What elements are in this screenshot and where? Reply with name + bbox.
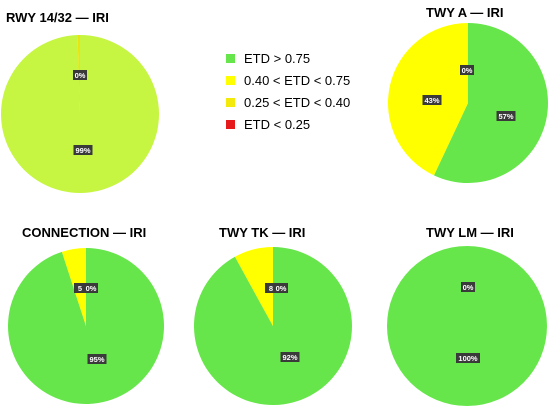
legend-swatch — [226, 53, 235, 63]
data-label-box — [460, 65, 474, 75]
data-label: 57% — [498, 112, 513, 121]
legend: ETD > 0.75 0.40 < ETD < 0.75 0.25 < ETD … — [226, 47, 350, 135]
pie-slice — [61, 248, 86, 326]
data-label: 8 — [269, 284, 273, 293]
data-label: 43% — [424, 96, 439, 105]
data-label: 95% — [89, 355, 104, 364]
chart-title-rwy-14-32: RWY 14/32 — IRI — [6, 10, 109, 25]
data-label: 5 — [78, 284, 82, 293]
data-label-box — [280, 352, 300, 362]
data-label: 100% — [458, 354, 478, 363]
pie-chart: 99% 0% — [1, 35, 160, 193]
data-label: 0% — [463, 283, 474, 292]
data-label-box — [422, 95, 442, 105]
pie-chart: 57% 43% 0% — [387, 23, 548, 183]
data-label-box — [74, 283, 86, 293]
data-label: 92% — [282, 353, 297, 362]
data-label: 0% — [462, 66, 473, 75]
data-label-box — [265, 283, 277, 293]
data-label: 0% — [86, 284, 97, 293]
chart-title-twy-lm: TWY LM — IRI — [426, 225, 514, 240]
legend-swatch — [226, 97, 235, 107]
pie-slice — [433, 23, 548, 183]
data-label: 99% — [75, 146, 90, 155]
data-label-box — [496, 111, 516, 121]
data-label: 0% — [276, 284, 287, 293]
legend-item: ETD < 0.25 — [226, 113, 350, 135]
legend-label: 0.25 < ETD < 0.40 — [244, 94, 351, 110]
data-label-box — [73, 70, 87, 80]
legend-swatch — [226, 75, 235, 85]
chart-title-connection: CONNECTION — IRI — [22, 225, 147, 240]
pie-chart: 100% 0% — [387, 246, 547, 406]
legend-item: ETD > 0.75 — [226, 47, 350, 69]
legend-label: ETD < 0.25 — [244, 116, 311, 132]
legend-label: ETD > 0.75 — [244, 50, 311, 66]
data-label-box — [73, 145, 93, 155]
pie-slice — [1, 35, 160, 193]
legend-item: 0.25 < ETD < 0.40 — [226, 91, 350, 113]
pie-slice — [8, 248, 165, 404]
pie-slice — [234, 247, 273, 326]
data-label-box — [274, 283, 288, 293]
pie-chart: 92% 8 0% — [193, 247, 353, 405]
pie-slice — [387, 246, 547, 406]
data-label-box — [461, 282, 475, 292]
data-label: 0% — [75, 71, 86, 80]
legend-item: 0.40 < ETD < 0.75 — [226, 69, 350, 91]
pie-chart: 95% 5 0% — [8, 248, 165, 404]
data-label-box — [87, 354, 107, 364]
chart-title-twy-a: TWY A — IRI — [426, 5, 504, 20]
chart-title-twy-tk: TWY TK — IRI — [219, 225, 306, 240]
data-label-box — [456, 353, 480, 363]
data-label-box — [84, 283, 98, 293]
legend-label: 0.40 < ETD < 0.75 — [244, 72, 351, 88]
legend-swatch — [226, 119, 235, 129]
